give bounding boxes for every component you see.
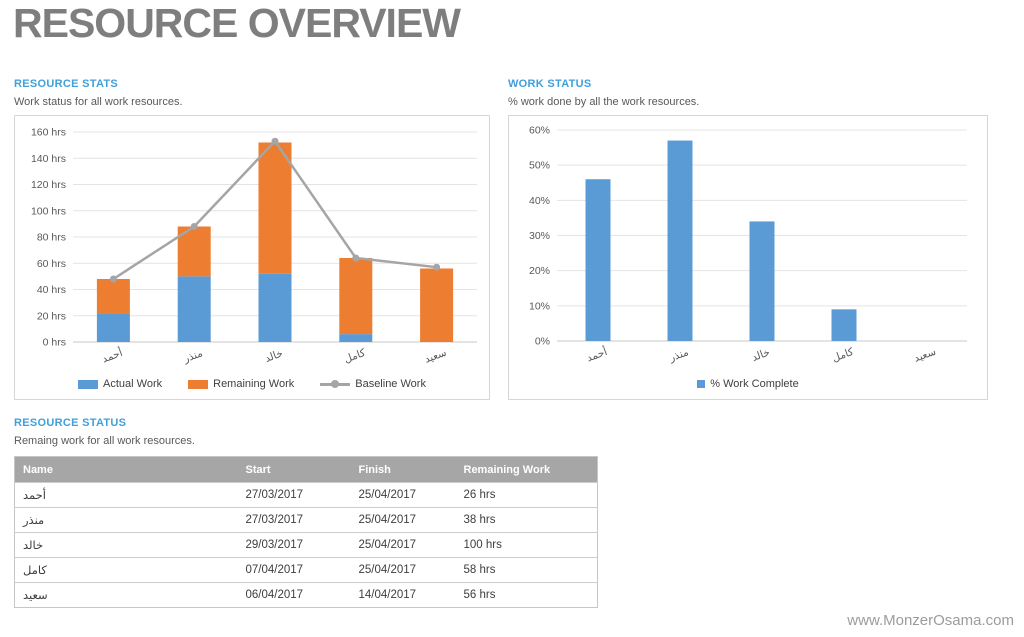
svg-text:أحمد: أحمد <box>100 345 125 365</box>
table-row: سعيد 06/04/2017 14/04/2017 56 hrs <box>14 582 598 608</box>
cell-start: 06/04/2017 <box>237 582 351 608</box>
cell-name: سعيد <box>14 582 238 608</box>
cell-name: خالد <box>14 532 238 558</box>
svg-text:60 hrs: 60 hrs <box>37 258 66 270</box>
cell-start: 07/04/2017 <box>237 557 351 583</box>
work-status-chart-panel: 0% 10% 20% 30% 40% 50% 60% أحمد منذر خالد كامل سعيد… <box>508 115 988 400</box>
cell-name: كامل <box>14 557 238 583</box>
legend-item-remaining-work: Remaining Work <box>188 378 294 390</box>
cell-finish: 14/04/2017 <box>350 582 456 608</box>
section-subtitle-work-status: % work done by all the work resources. <box>508 96 700 108</box>
cell-start: 29/03/2017 <box>237 532 351 558</box>
legend-label: Baseline Work <box>355 378 426 390</box>
legend-item--work-complete: % Work Complete <box>697 378 799 390</box>
legend-swatch <box>697 380 706 388</box>
table-row: أحمد 27/03/2017 25/04/2017 26 hrs <box>14 482 598 508</box>
cell-finish: 25/04/2017 <box>350 557 456 583</box>
cell-name: أحمد <box>14 482 238 508</box>
svg-text:40%: 40% <box>529 195 550 207</box>
svg-text:20 hrs: 20 hrs <box>37 310 66 322</box>
svg-text:60%: 60% <box>529 125 550 137</box>
resource-stats-chart-panel: 0 hrs 20 hrs 40 hrs 60 hrs 80 hrs 100 hrs 120 … <box>14 115 490 400</box>
resource-stats-legend: Actual Work Remaining Work Baseline Work <box>15 378 489 390</box>
column-header-finish: Finish <box>350 456 456 483</box>
column-header-name: Name <box>14 456 238 483</box>
cell-remaining-work: 26 hrs <box>455 482 598 508</box>
watermark-link[interactable]: www.MonzerOsama.com <box>847 612 1014 629</box>
legend-label: % Work Complete <box>710 378 799 390</box>
legend-label: Remaining Work <box>213 378 295 390</box>
svg-text:كامل: كامل <box>831 346 856 365</box>
legend-swatch <box>320 380 351 388</box>
work-status-legend: % Work Complete <box>509 378 987 390</box>
svg-text:سعيد: سعيد <box>912 346 937 365</box>
table-row: كامل 07/04/2017 25/04/2017 58 hrs <box>14 557 598 583</box>
resource-stats-chart: 0 hrs 20 hrs 40 hrs 60 hrs 80 hrs 100 hrs 120 … <box>15 116 489 376</box>
table-row: خالد 29/03/2017 25/04/2017 100 hrs <box>14 532 598 558</box>
legend-item-actual-work: Actual Work <box>78 378 162 390</box>
resource-status-table-container: Name Start Finish Remaining Work أحمد 27/… <box>14 456 598 608</box>
svg-text:140 hrs: 140 hrs <box>31 153 66 165</box>
column-header-remaining-work: Remaining Work <box>455 456 598 483</box>
legend-label: Actual Work <box>103 378 163 390</box>
cell-name: منذر <box>14 507 238 533</box>
cell-finish: 25/04/2017 <box>350 482 456 508</box>
cell-remaining-work: 38 hrs <box>455 507 598 533</box>
legend-swatch <box>78 379 99 389</box>
svg-text:0 hrs: 0 hrs <box>43 337 66 349</box>
svg-text:منذر: منذر <box>181 347 204 365</box>
svg-text:أحمد: أحمد <box>584 344 609 364</box>
legend-swatch <box>188 379 209 389</box>
column-header-start: Start <box>237 456 351 483</box>
svg-text:0%: 0% <box>535 336 550 348</box>
table-header-row: Name Start Finish Remaining Work <box>14 456 598 483</box>
section-subtitle-resource-stats: Work status for all work resources. <box>14 96 183 108</box>
work-status-chart-svg: 0% 10% 20% 30% 40% 50% 60% أحمد منذر خالد كامل سعيد <box>529 125 967 365</box>
svg-text:50%: 50% <box>529 160 550 172</box>
svg-text:40 hrs: 40 hrs <box>37 284 66 296</box>
svg-text:10%: 10% <box>529 300 550 312</box>
cell-finish: 25/04/2017 <box>350 532 456 558</box>
svg-text:20%: 20% <box>529 265 550 277</box>
svg-text:كامل: كامل <box>342 347 367 366</box>
svg-text:100 hrs: 100 hrs <box>31 205 66 217</box>
cell-remaining-work: 100 hrs <box>455 532 598 558</box>
svg-text:120 hrs: 120 hrs <box>31 179 66 191</box>
work-status-chart: 0% 10% 20% 30% 40% 50% 60% أحمد منذر خالد كامل سعيد <box>509 116 987 376</box>
legend-item-baseline-work: Baseline Work <box>320 378 426 390</box>
svg-text:160 hrs: 160 hrs <box>31 127 66 139</box>
section-heading-resource-status: RESOURCE STATUS <box>14 417 127 429</box>
cell-finish: 25/04/2017 <box>350 507 456 533</box>
section-subtitle-resource-status: Remaing work for all work resources. <box>14 435 195 447</box>
page-title: RESOURCE OVERVIEW <box>13 0 461 46</box>
svg-text:سعيد: سعيد <box>423 347 448 366</box>
cell-remaining-work: 56 hrs <box>455 582 598 608</box>
cell-start: 27/03/2017 <box>237 507 351 533</box>
section-heading-work-status: WORK STATUS <box>508 78 592 90</box>
svg-text:30%: 30% <box>529 230 550 242</box>
resource-stats-chart-svg: 0 hrs 20 hrs 40 hrs 60 hrs 80 hrs 100 hrs 120 … <box>31 127 477 366</box>
cell-start: 27/03/2017 <box>237 482 351 508</box>
svg-text:80 hrs: 80 hrs <box>37 232 66 244</box>
svg-text:منذر: منذر <box>667 346 690 364</box>
resource-status-table: Name Start Finish Remaining Work أحمد 27/… <box>14 456 598 608</box>
section-heading-resource-stats: RESOURCE STATS <box>14 78 119 90</box>
svg-text:خالد: خالد <box>263 347 284 365</box>
svg-text:خالد: خالد <box>750 346 771 364</box>
table-row: منذر 27/03/2017 25/04/2017 38 hrs <box>14 507 598 533</box>
cell-remaining-work: 58 hrs <box>455 557 598 583</box>
